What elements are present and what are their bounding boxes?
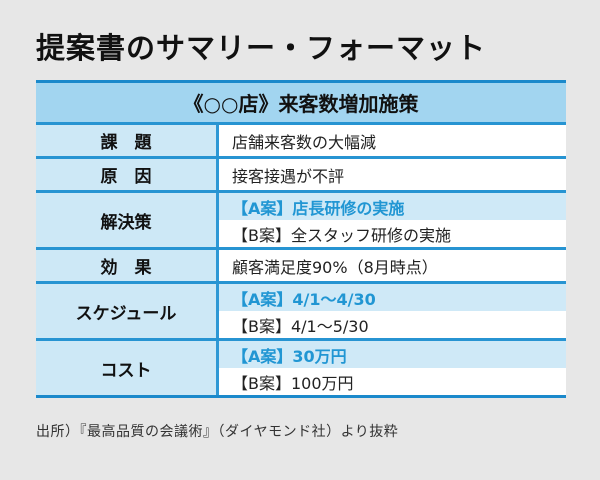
row-solution-plan-a: 【A案】店長研修の実施 xyxy=(219,193,566,221)
row-schedule-plan-a: 【A案】4/1～4/30 xyxy=(219,284,566,312)
row-cost-plan-a: 【A案】30万円 xyxy=(219,341,566,369)
row-solution-value-cell: 【A案】店長研修の実施 【B案】全スタッフ研修の実施 xyxy=(216,193,566,248)
table-row-cause: 原 因 接客接遇が不評 xyxy=(36,159,566,194)
row-effect-value-cell: 顧客満足度90%（8月時点） xyxy=(216,250,566,282)
row-schedule-value-cell: 【A案】4/1～4/30 【B案】4/1～5/30 xyxy=(216,284,566,339)
table-row-cost: コスト 【A案】30万円 【B案】100万円 xyxy=(36,341,566,396)
page-title: 提案書のサマリー・フォーマット xyxy=(36,31,487,65)
source-note: 出所）『最高品質の会議術』（ダイヤモンド社）より抜粋 xyxy=(36,424,399,441)
row-cost-label: コスト xyxy=(36,341,216,396)
row-effect-label: 効 果 xyxy=(36,250,216,282)
row-cost-value-cell: 【A案】30万円 【B案】100万円 xyxy=(216,341,566,396)
row-solution-label: 解決策 xyxy=(36,193,216,248)
row-issue-value: 店舗来客数の大幅減 xyxy=(232,132,377,152)
row-schedule-plan-b: 【B案】4/1～5/30 xyxy=(232,316,369,336)
row-issue-label: 課 題 xyxy=(36,125,216,157)
row-cost-plan-b: 【B案】100万円 xyxy=(232,373,354,393)
row-effect-value: 顧客満足度90%（8月時点） xyxy=(232,257,438,277)
row-schedule-label: スケジュール xyxy=(36,284,216,339)
table-row-issue: 課 題 店舗来客数の大幅減 xyxy=(36,125,566,160)
row-cause-value: 接客接遇が不評 xyxy=(232,166,345,186)
summary-table: 《○○店》来客数増加施策 課 題 店舗来客数の大幅減 原 因 接客接遇が不評 解… xyxy=(36,80,566,399)
table-row-solution: 解決策 【A案】店長研修の実施 【B案】全スタッフ研修の実施 xyxy=(36,193,566,251)
table-header: 《○○店》来客数増加施策 xyxy=(36,83,566,126)
table-row-schedule: スケジュール 【A案】4/1～4/30 【B案】4/1～5/30 xyxy=(36,284,566,342)
row-cause-value-cell: 接客接遇が不評 xyxy=(216,159,566,191)
table-row-effect: 効 果 顧客満足度90%（8月時点） xyxy=(36,250,566,285)
row-issue-value-cell: 店舗来客数の大幅減 xyxy=(216,125,566,157)
row-cause-label: 原 因 xyxy=(36,159,216,191)
row-solution-plan-b: 【B案】全スタッフ研修の実施 xyxy=(232,225,451,245)
